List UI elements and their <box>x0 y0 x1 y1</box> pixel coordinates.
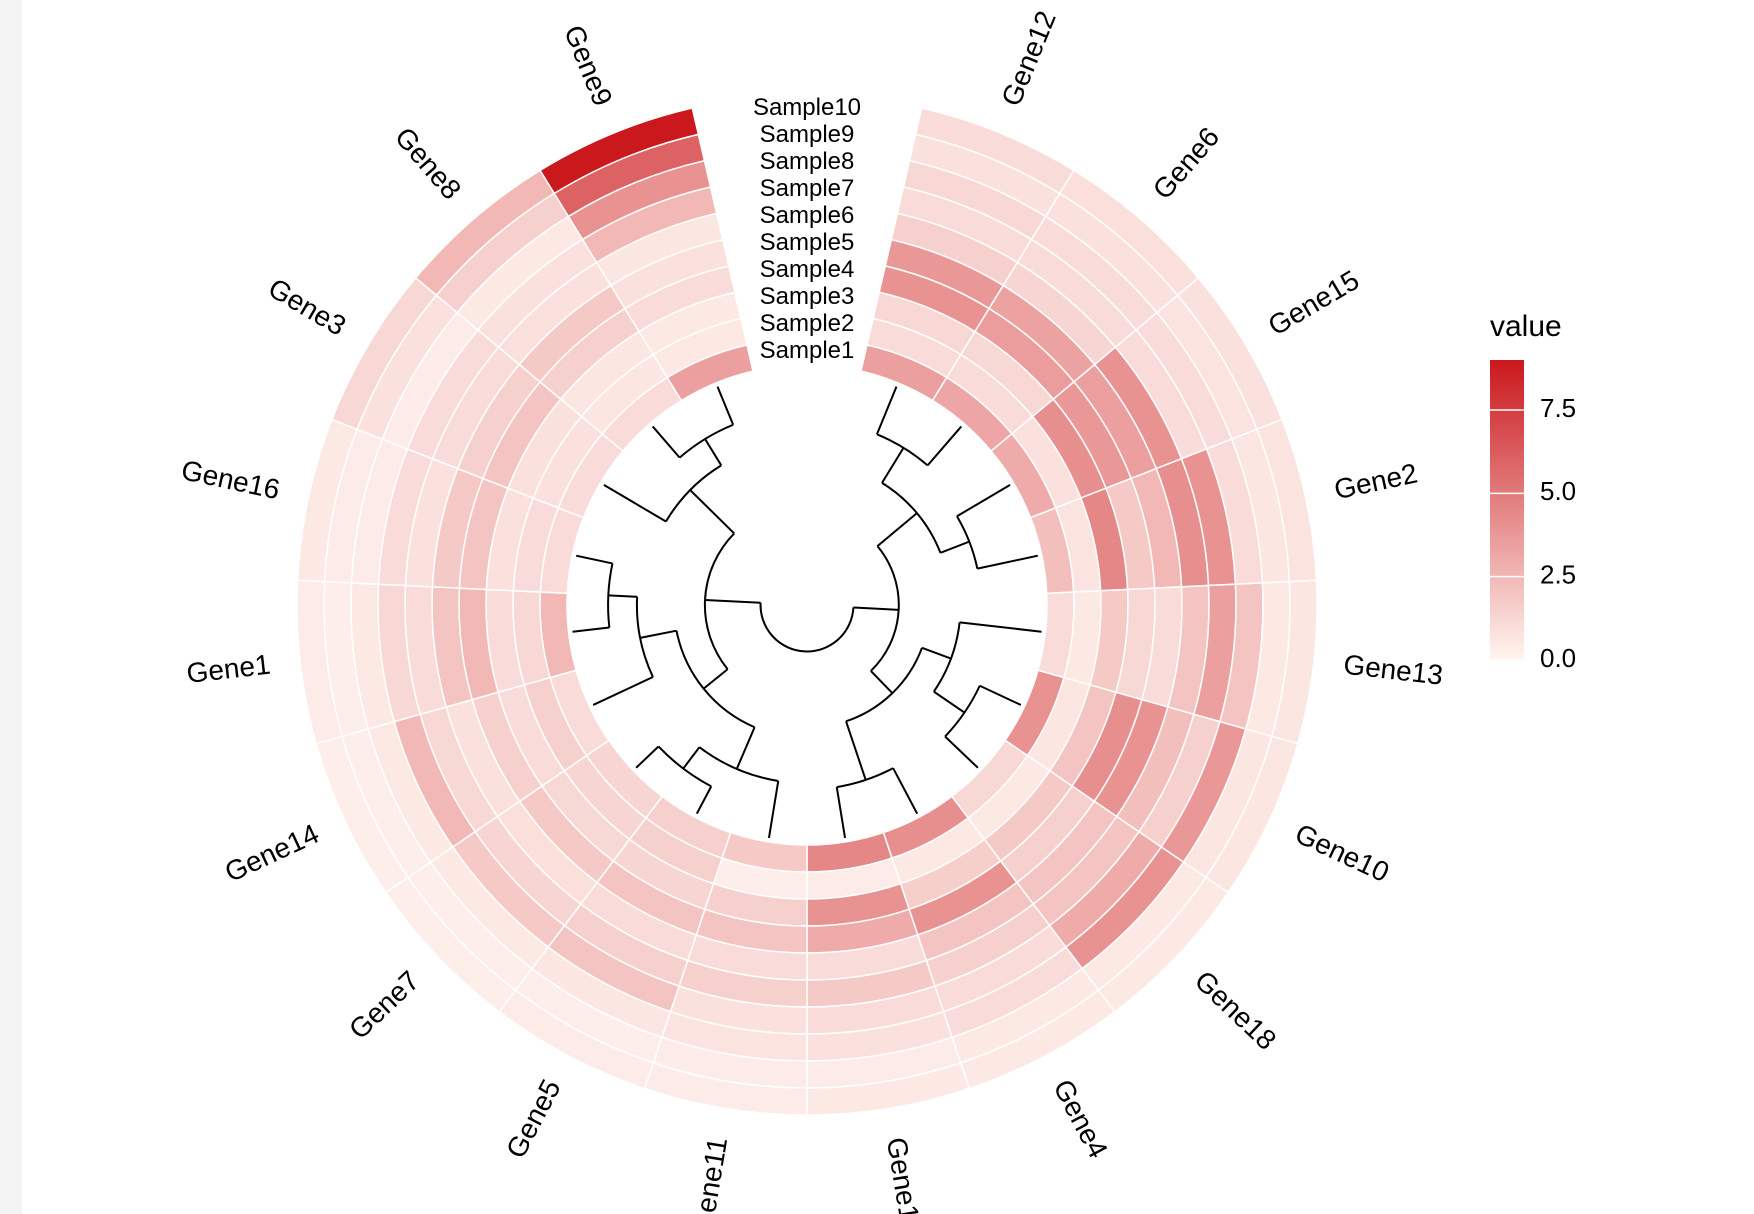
dendro-edge <box>871 671 892 693</box>
sample-label: Sample10 <box>753 94 861 121</box>
dendro-edge <box>928 426 962 465</box>
gene-label: Gene16 <box>179 454 283 505</box>
sample-label: Sample1 <box>760 337 855 364</box>
dendro-edge <box>877 387 897 435</box>
dendro-edge <box>934 692 965 713</box>
legend: value 0.0 2.5 5.0 7.5 <box>1490 310 1576 673</box>
dendro-edge <box>593 677 653 705</box>
dendro-edge <box>718 387 734 425</box>
legend-title: value <box>1490 310 1562 343</box>
sample-label: Sample6 <box>760 202 855 229</box>
dendro-edge <box>737 727 755 769</box>
dendro-edge <box>704 669 728 688</box>
gene-label: Gene14 <box>220 818 323 888</box>
sample-label: Sample9 <box>760 121 855 148</box>
gene-label: Gene18 <box>1189 965 1283 1056</box>
legend-tick-label: 2.5 <box>1540 560 1576 590</box>
dendro-edge <box>882 448 904 483</box>
sample-label: Sample5 <box>760 229 855 256</box>
gene-label: Gene8 <box>389 121 467 205</box>
sample-label: Sample7 <box>760 175 855 202</box>
dendro-edge <box>690 490 734 533</box>
side-strip <box>0 0 22 1214</box>
sample-label: Sample4 <box>760 256 855 283</box>
legend-tick-label: 7.5 <box>1540 393 1576 423</box>
gene-label: Gene1 <box>185 649 272 689</box>
dendro-edge <box>945 737 978 768</box>
dendro-edge <box>573 628 610 632</box>
dendro-edge <box>960 622 1042 631</box>
dendro-edge <box>853 607 898 609</box>
dendro-edge <box>769 781 778 838</box>
legend-colorbar <box>1490 360 1524 660</box>
gene-label: Gene9 <box>558 21 619 111</box>
dendro-edge <box>893 768 917 814</box>
dendro-edge <box>922 648 951 659</box>
dendro-edge <box>877 513 917 546</box>
sample-label: Sample8 <box>760 148 855 175</box>
dendro-edge <box>940 542 969 553</box>
dendro-edge <box>846 721 866 780</box>
dendro-arc <box>761 603 854 652</box>
gene-label: Gene2 <box>1331 457 1420 505</box>
gene-label: Gene7 <box>343 965 425 1045</box>
circular-heatmap: Gene12 Gene6 Gene15 Gene2 Gene13 Gene10 Gene18… <box>0 0 1754 1214</box>
dendro-edge <box>653 426 680 457</box>
gene-label: Gene3 <box>263 272 351 341</box>
dendrogram <box>573 387 1042 838</box>
gene-label: Gene5 <box>500 1074 567 1163</box>
sample-labels: Sample10Sample9Sample8Sample7Sample6Samp… <box>753 94 861 364</box>
dendro-edge <box>640 631 676 638</box>
dendro-edge <box>980 686 1021 705</box>
legend-tick-label: 0.0 <box>1540 643 1576 673</box>
dendro-edge <box>697 786 711 813</box>
dendro-edge <box>977 556 1037 569</box>
gene-label: Gene10 <box>1291 818 1394 888</box>
dendro-edge <box>957 485 1010 516</box>
sample-label: Sample2 <box>760 310 855 337</box>
sample-label: Sample3 <box>760 283 855 310</box>
dendro-edge <box>705 600 761 603</box>
dendro-edge <box>608 595 637 596</box>
dendro-edge <box>837 787 845 838</box>
dendro-edge <box>636 746 658 767</box>
gene-label: Gene12 <box>995 6 1061 110</box>
gene-label: Gene15 <box>1263 264 1365 341</box>
gene-label: Gene17 <box>881 1135 928 1214</box>
dendro-edge <box>705 439 721 465</box>
dendro-edge <box>604 485 666 522</box>
dendro-edge <box>576 556 612 564</box>
gene-label: Gene13 <box>1342 649 1445 691</box>
gene-label: Gene6 <box>1147 121 1225 205</box>
gene-label: Gene11 <box>687 1135 733 1214</box>
legend-tick-label: 5.0 <box>1540 476 1576 506</box>
dendro-edge <box>683 747 699 768</box>
gene-label: Gene4 <box>1047 1074 1114 1163</box>
